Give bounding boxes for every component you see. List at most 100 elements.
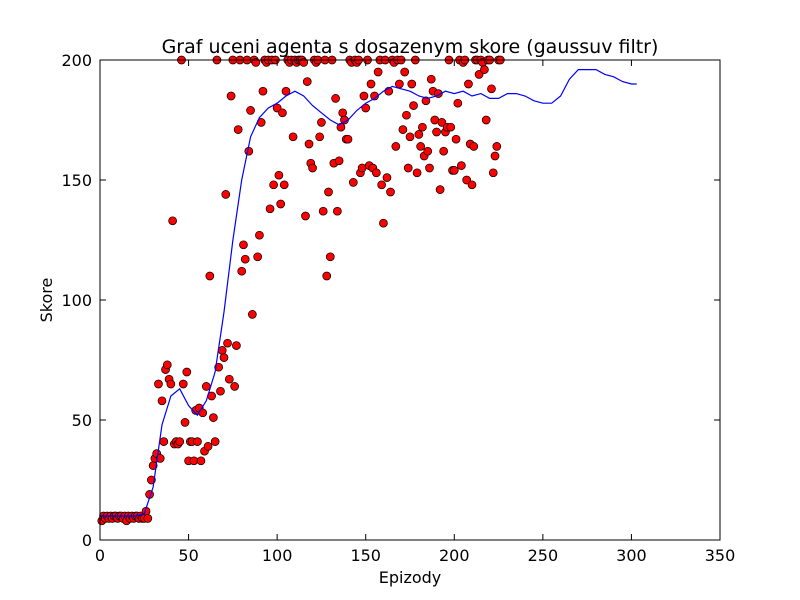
x-tick-label: 350	[705, 546, 736, 565]
data-point	[302, 77, 312, 86]
data-point	[178, 379, 188, 389]
data-point	[382, 173, 392, 182]
x-tick-label: 300	[616, 546, 647, 565]
data-point	[371, 168, 381, 178]
data-point	[281, 86, 291, 96]
data-point	[315, 132, 325, 142]
data-point	[414, 130, 424, 139]
x-tick-label: 200	[439, 546, 470, 565]
data-point	[304, 139, 314, 149]
data-point	[276, 199, 286, 209]
data-point	[402, 110, 411, 120]
data-point	[373, 67, 383, 77]
data-point	[205, 271, 215, 281]
data-point	[162, 360, 172, 370]
data-point	[425, 163, 434, 173]
data-point	[155, 454, 165, 463]
data-point	[333, 206, 342, 216]
data-point	[224, 374, 234, 384]
x-tick-label: 250	[528, 546, 559, 565]
data-point	[386, 187, 395, 197]
y-tick-label: 0	[82, 531, 92, 550]
data-point	[446, 122, 456, 132]
data-point	[331, 94, 340, 103]
data-point	[403, 163, 413, 173]
data-point	[426, 74, 436, 84]
data-point	[269, 180, 278, 190]
data-point	[239, 240, 248, 250]
data-point	[324, 187, 333, 197]
data-point	[451, 134, 461, 144]
plot-frame	[99, 59, 721, 541]
data-point	[423, 146, 433, 156]
data-point	[196, 456, 206, 466]
data-point	[379, 218, 388, 228]
x-tick-label: 0	[95, 546, 105, 565]
data-point	[395, 79, 404, 89]
data-point	[265, 204, 275, 214]
data-point	[279, 180, 289, 190]
data-point	[492, 142, 502, 151]
data-point	[223, 338, 232, 348]
data-point	[255, 230, 264, 240]
data-point	[157, 396, 167, 406]
data-point	[416, 142, 425, 151]
x-tick-label: 100	[262, 546, 293, 565]
data-point	[439, 146, 449, 156]
data-point	[246, 106, 255, 115]
data-point	[325, 252, 335, 262]
data-point	[453, 98, 463, 108]
tick-layer: 0 50 100 150 200 250 300 350 0 50 100 150 200	[61, 51, 735, 565]
data-point	[464, 79, 473, 89]
data-point	[308, 163, 317, 173]
data-point	[166, 379, 176, 389]
data-point	[201, 382, 211, 391]
data-point	[203, 442, 213, 451]
data-point	[230, 382, 239, 391]
y-tick-label: 50	[72, 411, 92, 430]
data-point	[317, 118, 326, 127]
data-point	[348, 178, 358, 187]
data-point	[226, 91, 236, 101]
data-point	[449, 166, 459, 175]
data-point	[400, 67, 410, 77]
data-point	[143, 514, 153, 523]
plot-layer	[97, 55, 637, 526]
x-axis-label: Epizody	[379, 568, 442, 587]
data-point	[210, 437, 220, 446]
data-point	[159, 437, 169, 446]
data-point	[193, 437, 202, 446]
data-point	[488, 168, 498, 178]
data-point	[154, 379, 163, 389]
data-point	[232, 341, 241, 350]
data-point	[318, 206, 328, 216]
data-point	[247, 310, 257, 319]
data-point	[457, 161, 466, 170]
data-point	[432, 127, 441, 137]
data-point	[253, 252, 263, 262]
data-point	[487, 84, 496, 94]
data-point	[278, 108, 287, 118]
data-point	[467, 180, 477, 190]
data-point	[370, 91, 379, 101]
y-tick-label: 150	[61, 171, 92, 190]
chart-title: Graf uceni agenta s dosazenym skore (gau…	[162, 36, 659, 58]
data-point	[359, 91, 369, 101]
data-point	[334, 156, 344, 166]
data-point	[217, 346, 227, 355]
data-point	[366, 79, 376, 89]
data-point	[180, 418, 190, 427]
data-point	[209, 413, 218, 422]
data-point	[377, 180, 387, 190]
data-point	[237, 266, 247, 276]
data-point	[343, 134, 353, 144]
data-point	[219, 353, 229, 362]
data-point	[490, 151, 500, 161]
data-point	[409, 101, 418, 110]
x-tick-label: 150	[350, 546, 381, 565]
data-point	[480, 65, 489, 74]
y-axis-label: Skore	[37, 278, 56, 323]
x-tick-label: 50	[178, 546, 198, 565]
data-point	[175, 437, 185, 446]
